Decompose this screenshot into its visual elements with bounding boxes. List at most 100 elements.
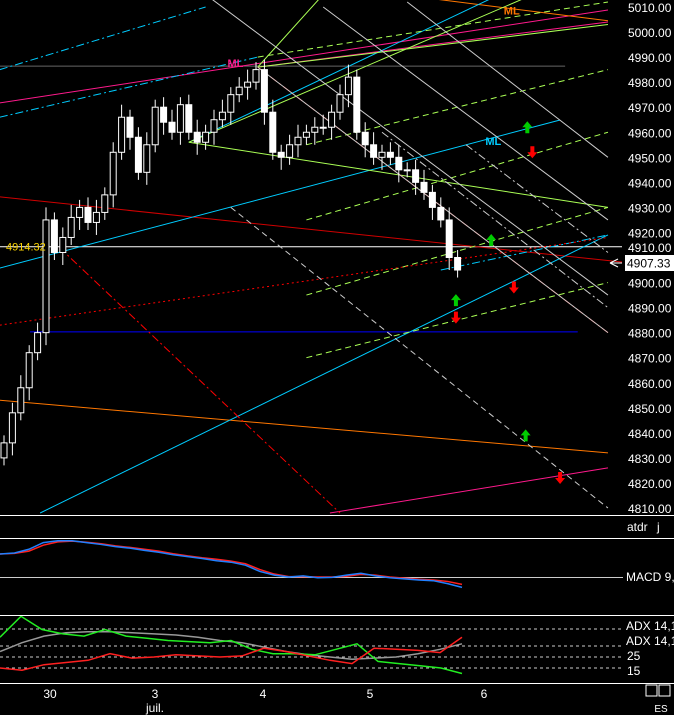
candle-up	[143, 144, 151, 173]
trend-line	[306, 206, 609, 296]
minus-di-line	[0, 636, 463, 671]
trend-line	[0, 6, 206, 71]
instrument-label: ES	[654, 704, 668, 715]
trend-line	[230, 207, 609, 509]
month-label: juil.	[145, 701, 164, 715]
price-panel: 4914.32 ML ML ML	[0, 0, 622, 514]
candle-up	[252, 69, 260, 83]
price-tick: 4900.00	[628, 277, 672, 291]
price-tick: 5010.00	[628, 1, 672, 15]
trend-line	[257, 0, 319, 68]
arrow-down-icon	[450, 311, 461, 324]
candle-down	[269, 111, 277, 153]
level-label: 4914.32	[6, 242, 46, 254]
trend-line	[257, 24, 609, 68]
candle-up	[118, 116, 126, 153]
candle-up	[286, 144, 294, 158]
trend-line	[0, 399, 609, 454]
price-tick: 4890.00	[628, 302, 672, 316]
price-tick: 4940.00	[628, 176, 672, 190]
arrow-up-icon	[450, 294, 461, 307]
ml-label: ML	[485, 136, 501, 148]
macd-panel: MACD 9,1	[0, 539, 674, 589]
trend-line	[188, 0, 490, 143]
candle-down	[277, 151, 285, 158]
price-tick: 4960.00	[628, 126, 672, 140]
trend-line	[59, 247, 341, 514]
adx-level-25: 25	[627, 649, 641, 663]
candle-down	[454, 257, 462, 271]
candle-up	[235, 86, 243, 96]
price-tick: 4860.00	[628, 377, 672, 391]
candle-up	[244, 81, 252, 88]
trend-line	[306, 131, 609, 221]
adx-panel: ADX 14,1 ADX 14,1 25 15	[0, 615, 674, 678]
candle-down	[84, 206, 92, 223]
trend-line	[329, 467, 609, 514]
candle-down	[370, 144, 378, 158]
price-tick: 4920.00	[628, 226, 672, 240]
date-tick: 4	[260, 687, 267, 701]
candle-up	[210, 119, 218, 133]
arrow-up-icon	[486, 233, 497, 246]
adx-label-2: ADX 14,1	[626, 634, 674, 648]
candle-up	[42, 219, 50, 334]
ml-label: ML	[504, 6, 520, 18]
candle-up	[336, 94, 344, 113]
arrow-up-icon	[520, 429, 531, 442]
date-tick: 6	[481, 687, 488, 701]
candle-down	[386, 151, 394, 158]
candle-up	[218, 111, 226, 121]
plus-di-line	[0, 615, 463, 675]
candle-down	[412, 169, 420, 183]
candle-up	[76, 206, 84, 218]
candle-down	[126, 116, 134, 138]
candle-up	[17, 387, 25, 414]
candle-up	[59, 236, 67, 253]
candle-down	[445, 219, 453, 259]
last-price-pointer-icon	[609, 258, 622, 268]
trend-line	[0, 119, 561, 269]
candle-up	[344, 76, 352, 96]
candle-up	[101, 194, 109, 213]
ml-label: ML	[227, 58, 243, 70]
price-axis[interactable]: 5010.00 5000.00 4990.00 4980.00 4970.00 4960.…	[609, 0, 674, 683]
arrow-down-icon	[527, 146, 538, 159]
candle-up	[227, 94, 235, 113]
trend-line	[406, 1, 609, 158]
trend-line	[212, 0, 609, 296]
price-tick: 4830.00	[628, 452, 672, 466]
candle-up	[0, 442, 8, 459]
candle-up	[34, 332, 42, 354]
arrow-down-icon	[555, 471, 566, 484]
candle-down	[260, 69, 268, 113]
layout-toggle-2[interactable]	[658, 684, 671, 697]
trend-line	[0, 9, 609, 104]
trend-line	[257, 1, 609, 58]
candle-down	[50, 219, 58, 253]
price-tick: 4970.00	[628, 101, 672, 115]
candle-down	[428, 191, 436, 208]
candle-down	[193, 131, 201, 143]
price-tick: 4810.00	[628, 502, 672, 516]
last-price-box	[625, 255, 674, 271]
price-tick: 4880.00	[628, 327, 672, 341]
price-tick: 4980.00	[628, 76, 672, 90]
atdr-marker: j	[656, 520, 660, 534]
trend-line	[39, 234, 609, 514]
atdr-label: atdr	[627, 520, 648, 534]
price-tick: 4990.00	[628, 51, 672, 65]
adx-label: ADX 14,1	[626, 619, 674, 633]
candle-up	[403, 169, 411, 172]
candle-up	[109, 151, 117, 196]
price-tick: 4870.00	[628, 352, 672, 366]
candle-up	[202, 131, 210, 143]
candle-up	[311, 126, 319, 133]
arrow-up-icon	[522, 121, 533, 134]
candle-up	[8, 412, 16, 444]
price-tick: 4950.00	[628, 151, 672, 165]
candle-down	[361, 131, 369, 146]
layout-toggle-1[interactable]	[645, 684, 658, 697]
candle-up	[328, 111, 336, 128]
